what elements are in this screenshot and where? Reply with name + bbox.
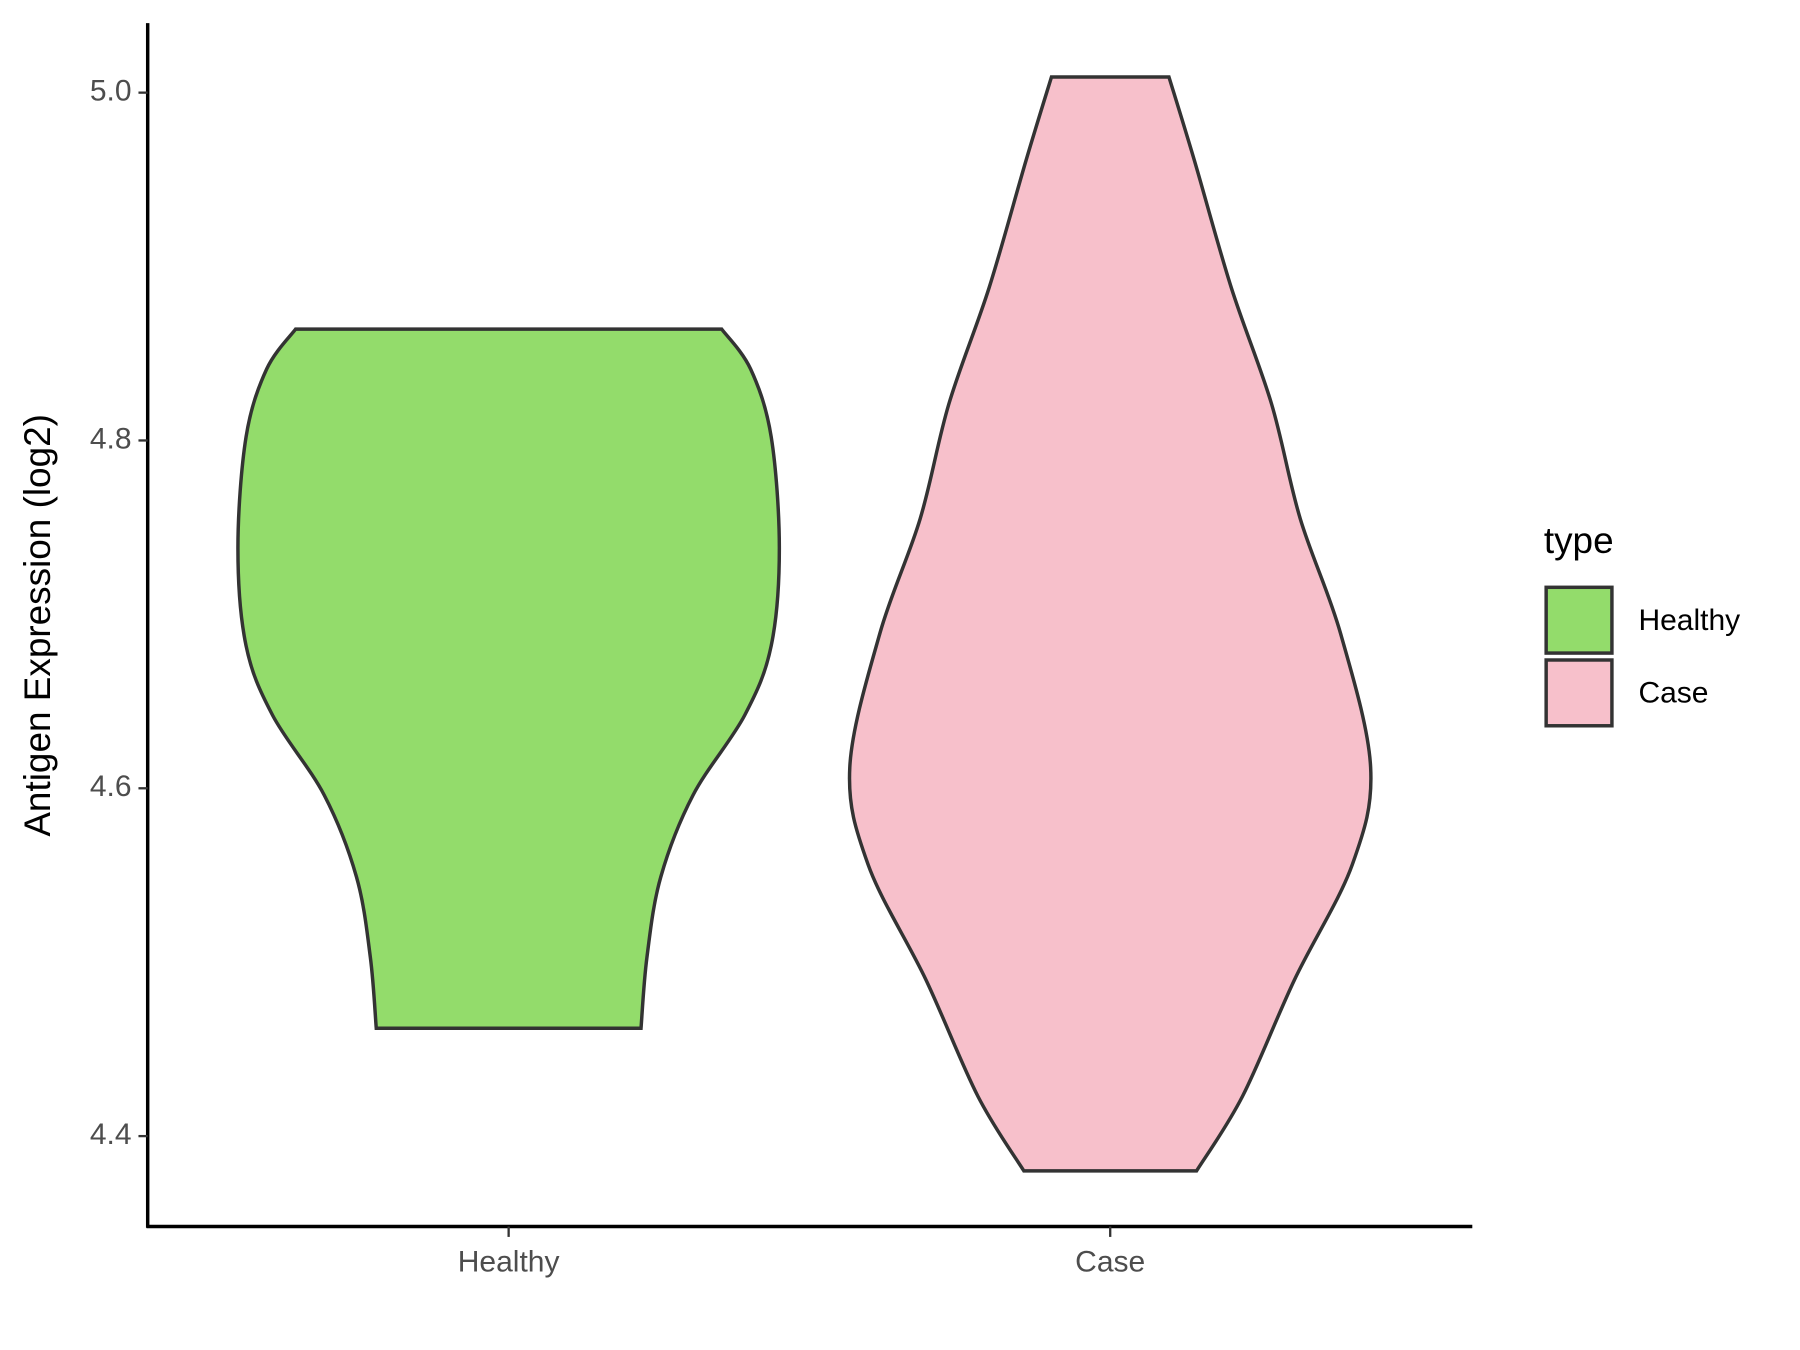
- y-tick-label: 5.0: [90, 75, 132, 108]
- legend-key: [1544, 585, 1614, 655]
- violin: [236, 327, 782, 1031]
- x-tick-label: Case: [1075, 1245, 1145, 1278]
- y-tick-label: 4.4: [90, 1118, 132, 1151]
- violin: [847, 75, 1373, 1173]
- legend-title: type: [1544, 520, 1614, 561]
- legend-key: [1544, 658, 1614, 728]
- legend-label: Case: [1638, 677, 1708, 710]
- y-axis-title: Antigen Expression (log2): [17, 414, 58, 837]
- x-tick-label: Healthy: [458, 1245, 560, 1278]
- legend-label: Healthy: [1638, 604, 1740, 637]
- y-tick-label: 4.6: [90, 770, 132, 803]
- y-tick-label: 4.8: [90, 422, 132, 455]
